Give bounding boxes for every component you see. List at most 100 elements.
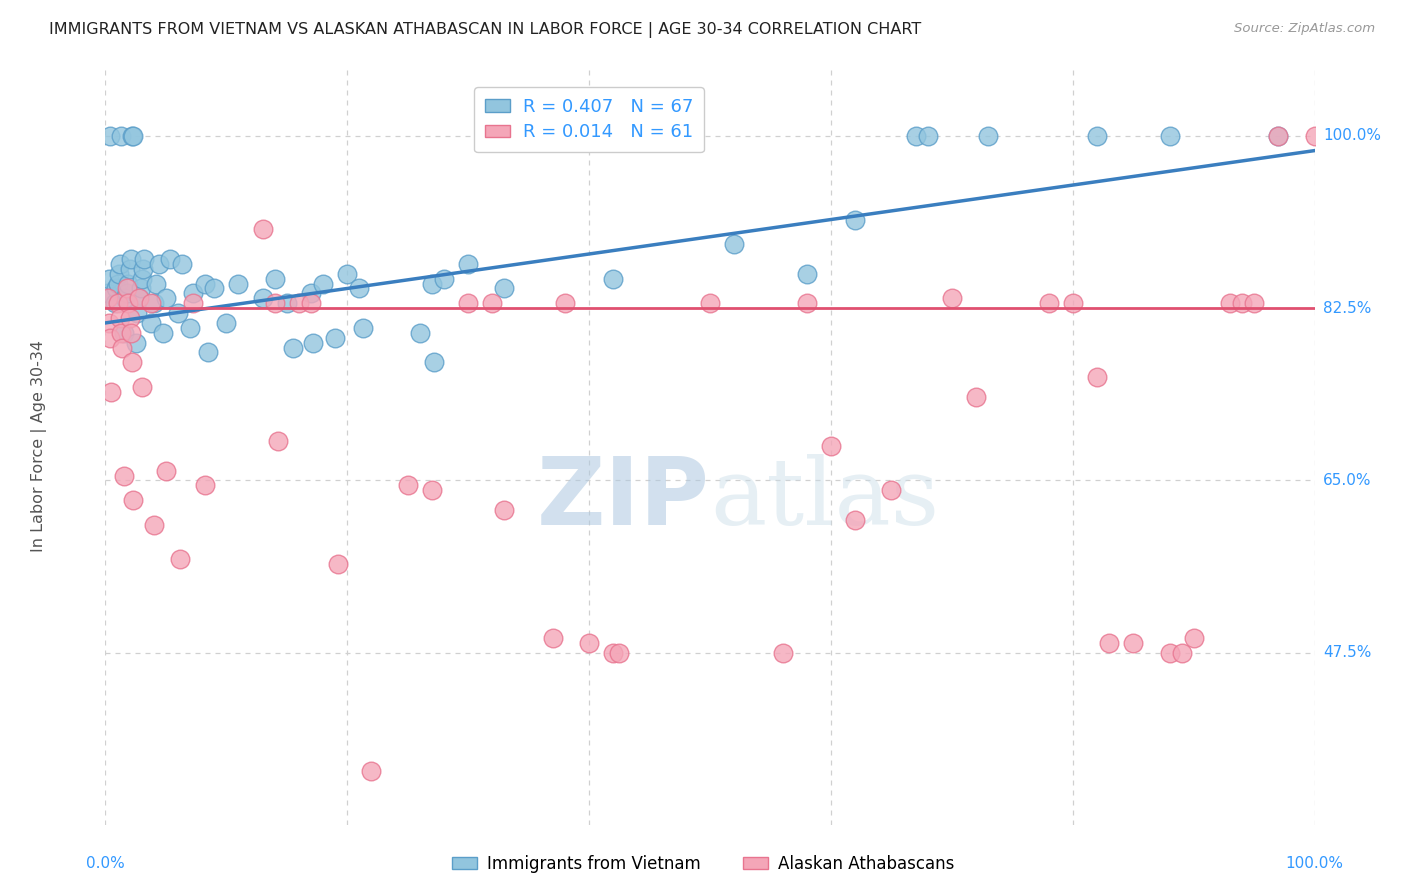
Point [336, 267, 359, 281]
Text: 82.5%: 82.5% [1323, 301, 1371, 316]
Point [396, 478, 419, 492]
Point [1085, 128, 1108, 143]
Point [977, 128, 1000, 143]
Point [1098, 636, 1121, 650]
Point [917, 128, 939, 143]
Point [115, 281, 138, 295]
Point [228, 277, 250, 291]
Point [110, 128, 132, 143]
Point [352, 321, 374, 335]
Point [108, 257, 131, 271]
Point [941, 291, 963, 305]
Text: atlas: atlas [710, 454, 939, 544]
Point [112, 468, 135, 483]
Point [194, 277, 217, 291]
Point [118, 261, 141, 276]
Point [312, 277, 335, 291]
Point [1062, 296, 1084, 310]
Point [181, 286, 204, 301]
Point [299, 296, 322, 310]
Point [420, 277, 443, 291]
Point [409, 326, 432, 340]
Point [112, 326, 135, 340]
Point [148, 257, 170, 271]
Point [1267, 128, 1289, 143]
Text: 100.0%: 100.0% [1285, 855, 1344, 871]
Point [142, 296, 165, 310]
Point [97, 291, 120, 305]
Point [481, 296, 503, 310]
Point [609, 646, 631, 660]
Point [179, 321, 201, 335]
Point [276, 296, 298, 310]
Point [844, 212, 866, 227]
Point [554, 296, 576, 310]
Point [494, 503, 516, 517]
Point [111, 341, 134, 355]
Point [170, 257, 193, 271]
Point [288, 296, 311, 310]
Point [141, 316, 163, 330]
Point [904, 128, 927, 143]
Point [104, 296, 127, 310]
Point [578, 636, 600, 650]
Point [602, 646, 624, 660]
Point [263, 296, 285, 310]
Point [107, 267, 129, 281]
Point [1182, 631, 1205, 645]
Point [121, 128, 143, 143]
Point [1038, 296, 1060, 310]
Text: 100.0%: 100.0% [1323, 128, 1381, 144]
Point [98, 331, 121, 345]
Point [159, 252, 181, 266]
Point [844, 513, 866, 527]
Point [699, 296, 721, 310]
Point [252, 291, 274, 305]
Point [98, 271, 121, 285]
Point [169, 552, 191, 566]
Point [299, 286, 322, 301]
Point [423, 355, 446, 369]
Text: In Labor Force | Age 30-34: In Labor Force | Age 30-34 [31, 340, 46, 552]
Point [100, 384, 122, 399]
Point [118, 310, 141, 325]
Point [117, 296, 139, 310]
Text: Source: ZipAtlas.com: Source: ZipAtlas.com [1234, 22, 1375, 36]
Point [197, 345, 219, 359]
Point [98, 128, 121, 143]
Point [457, 296, 479, 310]
Point [124, 335, 148, 350]
Point [155, 464, 177, 478]
Point [1085, 370, 1108, 384]
Point [145, 277, 167, 291]
Point [1159, 646, 1181, 660]
Point [120, 326, 142, 340]
Point [110, 326, 132, 340]
Point [125, 306, 148, 320]
Point [1243, 296, 1265, 310]
Point [131, 380, 153, 394]
Point [107, 277, 129, 291]
Text: 47.5%: 47.5% [1323, 645, 1371, 660]
Text: IMMIGRANTS FROM VIETNAM VS ALASKAN ATHABASCAN IN LABOR FORCE | AGE 30-34 CORRELA: IMMIGRANTS FROM VIETNAM VS ALASKAN ATHAB… [49, 22, 921, 38]
Point [965, 390, 987, 404]
Point [880, 483, 903, 498]
Text: 65.0%: 65.0% [1323, 473, 1371, 488]
Point [602, 271, 624, 285]
Point [723, 237, 745, 252]
Point [349, 281, 371, 295]
Point [360, 764, 382, 778]
Point [155, 291, 177, 305]
Point [281, 341, 304, 355]
Point [115, 286, 138, 301]
Point [121, 355, 143, 369]
Point [120, 252, 142, 266]
Point [117, 277, 139, 291]
Point [202, 281, 225, 295]
Point [98, 316, 121, 330]
Legend: Immigrants from Vietnam, Alaskan Athabascans: Immigrants from Vietnam, Alaskan Athabas… [446, 848, 960, 880]
Point [215, 316, 238, 330]
Point [326, 557, 349, 571]
Point [129, 281, 152, 295]
Point [107, 296, 129, 310]
